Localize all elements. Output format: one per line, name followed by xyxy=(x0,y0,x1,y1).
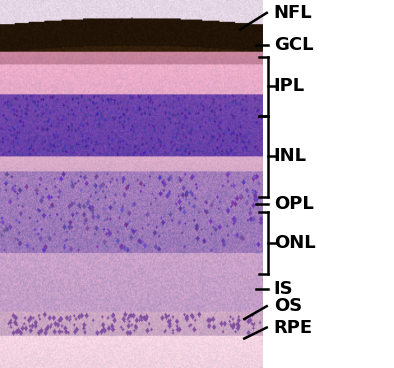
Text: ONL: ONL xyxy=(274,234,316,252)
Text: OPL: OPL xyxy=(274,195,314,213)
Text: NFL: NFL xyxy=(274,4,312,22)
Text: RPE: RPE xyxy=(274,319,313,336)
Text: GCL: GCL xyxy=(274,36,313,54)
Text: IPL: IPL xyxy=(274,78,305,95)
Text: IS: IS xyxy=(274,280,294,298)
Text: OS: OS xyxy=(274,297,302,315)
Text: INL: INL xyxy=(274,148,307,165)
